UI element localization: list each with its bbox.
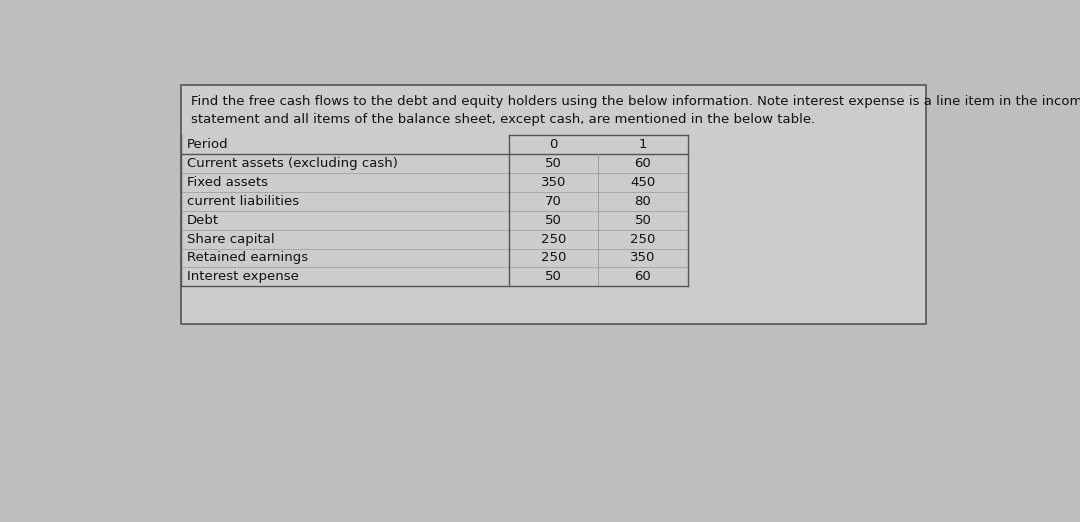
- Text: 250: 250: [631, 233, 656, 245]
- Text: 350: 350: [631, 252, 656, 265]
- Text: Current assets (excluding cash): Current assets (excluding cash): [187, 157, 397, 170]
- Text: 50: 50: [545, 157, 562, 170]
- Text: 80: 80: [635, 195, 651, 208]
- Text: 450: 450: [631, 176, 656, 189]
- Text: 350: 350: [541, 176, 566, 189]
- Text: Fixed assets: Fixed assets: [187, 176, 268, 189]
- Text: 50: 50: [545, 270, 562, 283]
- Text: 70: 70: [545, 195, 562, 208]
- Text: 60: 60: [635, 270, 651, 283]
- Text: 50: 50: [545, 213, 562, 227]
- Text: Retained earnings: Retained earnings: [187, 252, 308, 265]
- Text: Share capital: Share capital: [187, 233, 274, 245]
- Text: Debt: Debt: [187, 213, 219, 227]
- Text: current liabilities: current liabilities: [187, 195, 299, 208]
- Text: 1: 1: [638, 138, 647, 151]
- Bar: [181, 135, 688, 154]
- Text: 250: 250: [541, 233, 566, 245]
- Text: 0: 0: [550, 138, 557, 151]
- Text: 50: 50: [634, 213, 651, 227]
- Text: Find the free cash flows to the debt and equity holders using the below informat: Find the free cash flows to the debt and…: [191, 95, 1080, 126]
- Text: Interest expense: Interest expense: [187, 270, 299, 283]
- Text: 60: 60: [635, 157, 651, 170]
- Text: Period: Period: [187, 138, 229, 151]
- Text: 250: 250: [541, 252, 566, 265]
- Bar: [181, 85, 926, 324]
